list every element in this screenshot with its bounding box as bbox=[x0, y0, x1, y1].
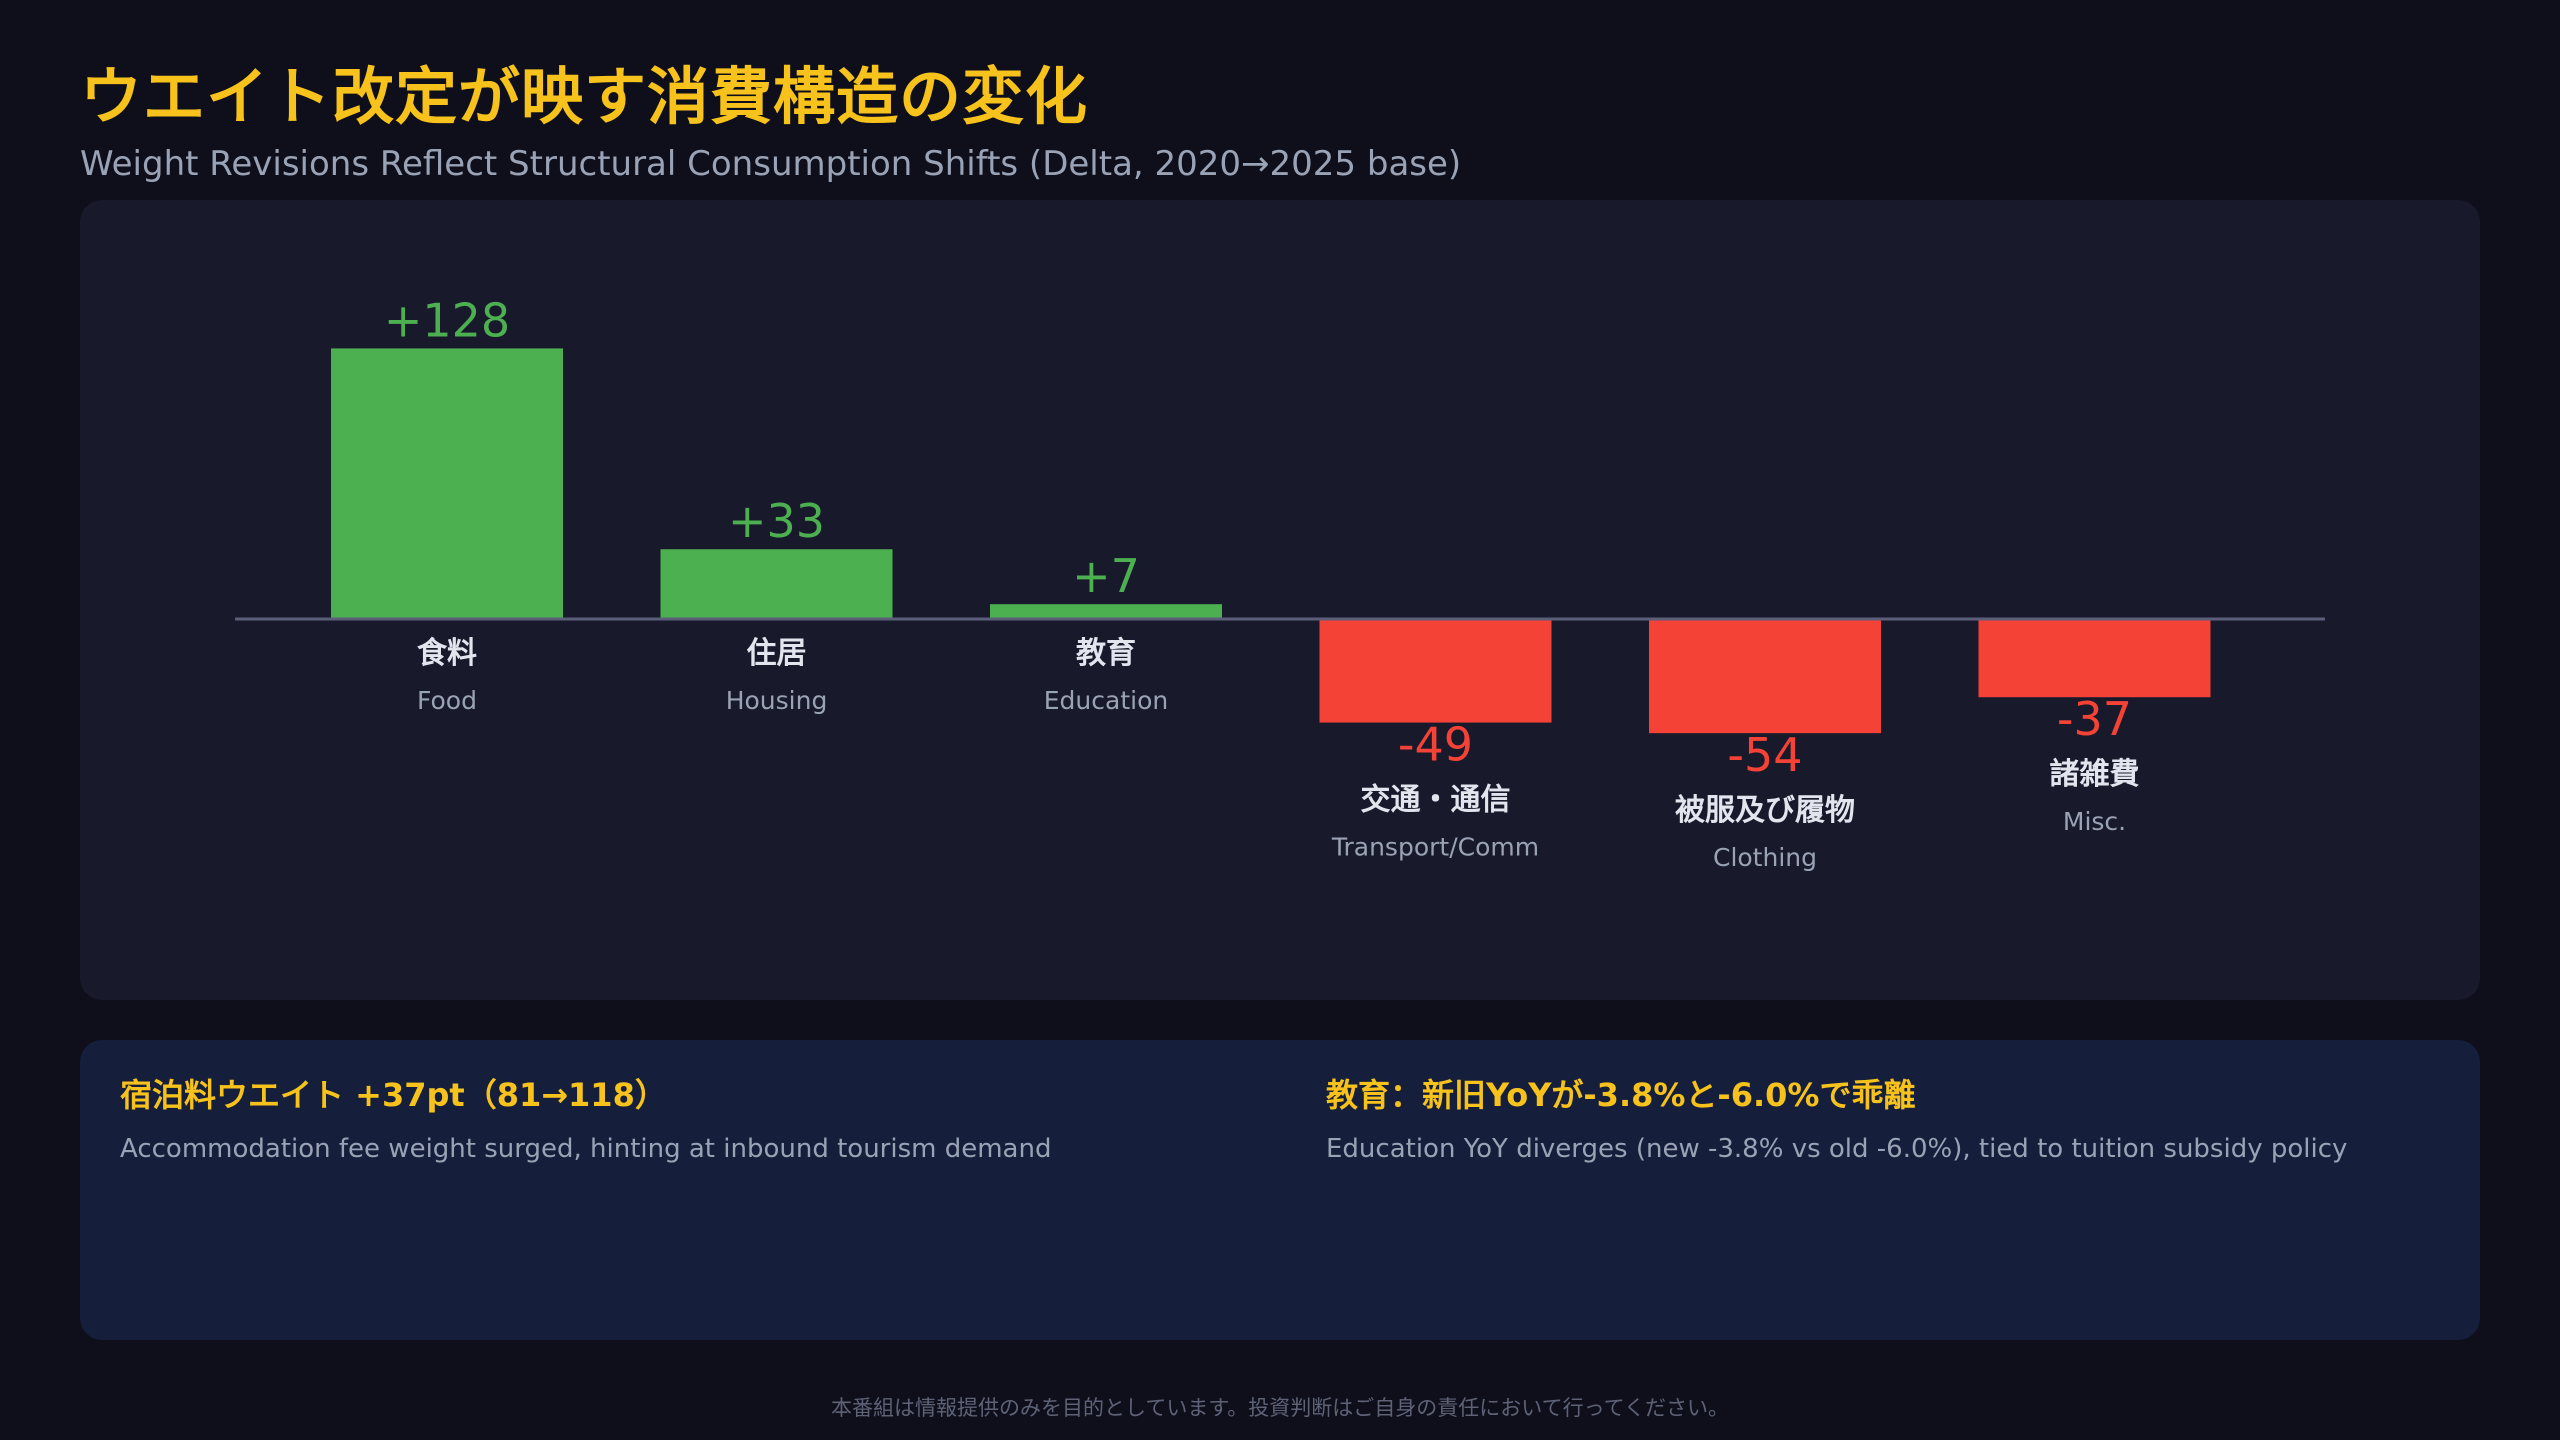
data-label: +33 bbox=[728, 494, 825, 548]
category-label: 住居 bbox=[747, 636, 807, 671]
note-title: 宿泊料ウエイト +37pt（81→118） bbox=[120, 1076, 667, 1114]
category-label-en: Clothing bbox=[1713, 843, 1817, 872]
category-label: 諸雑費 bbox=[2050, 757, 2140, 792]
bar bbox=[1978, 619, 2211, 698]
bar bbox=[331, 348, 563, 619]
disclaimer: 本番組は情報提供のみを目的としています。投資判断はご自身の責任において行ってくだ… bbox=[831, 1396, 1729, 1420]
category-label: 教育 bbox=[1076, 636, 1136, 671]
bar bbox=[660, 549, 893, 619]
data-label: +7 bbox=[1072, 549, 1140, 603]
bar bbox=[990, 604, 1222, 619]
note-education: 教育：新旧YoYが-3.8%と-6.0%で乖離 Education YoY di… bbox=[1326, 1070, 2426, 1164]
bar-chart: +128 食料 Food +33 住居 Housing +7 教育 Education -49 交通… bbox=[235, 293, 2325, 872]
note-accommodation: 宿泊料ウエイト +37pt（81→118） Accommodation fee … bbox=[120, 1070, 1220, 1164]
data-label: -54 bbox=[1727, 728, 1802, 782]
category-label-en: Housing bbox=[726, 686, 828, 715]
note-body: Accommodation fee weight surged, hinting… bbox=[120, 1134, 1052, 1164]
note-body: Education YoY diverges (new -3.8% vs old… bbox=[1326, 1134, 2348, 1164]
note-title: 教育：新旧YoYが-3.8%と-6.0%で乖離 bbox=[1326, 1076, 1916, 1114]
data-label: -37 bbox=[2057, 692, 2132, 746]
chart-panel: +128 食料 Food +33 住居 Housing +7 教育 Education -49 交通… bbox=[80, 200, 2480, 1000]
data-label: +128 bbox=[384, 293, 510, 347]
category-label-en: Food bbox=[417, 686, 477, 715]
category-label: 被服及び履物 bbox=[1675, 793, 1855, 828]
page-subtitle: Weight Revisions Reflect Structural Cons… bbox=[80, 144, 1462, 184]
notes-panel: 宿泊料ウエイト +37pt（81→118） Accommodation fee … bbox=[80, 1040, 2480, 1340]
bar bbox=[1649, 619, 1881, 734]
category-label-en: Education bbox=[1044, 686, 1168, 715]
category-label-en: Misc. bbox=[2063, 807, 2126, 836]
data-label: -49 bbox=[1398, 718, 1473, 772]
category-label: 交通・通信 bbox=[1361, 783, 1511, 818]
bar bbox=[1319, 619, 1552, 723]
category-label: 食料 bbox=[417, 636, 477, 671]
page-title: ウエイト改定が映す消費構造の変化 bbox=[80, 60, 1089, 133]
category-label-en: Transport/Comm bbox=[1331, 833, 1539, 862]
